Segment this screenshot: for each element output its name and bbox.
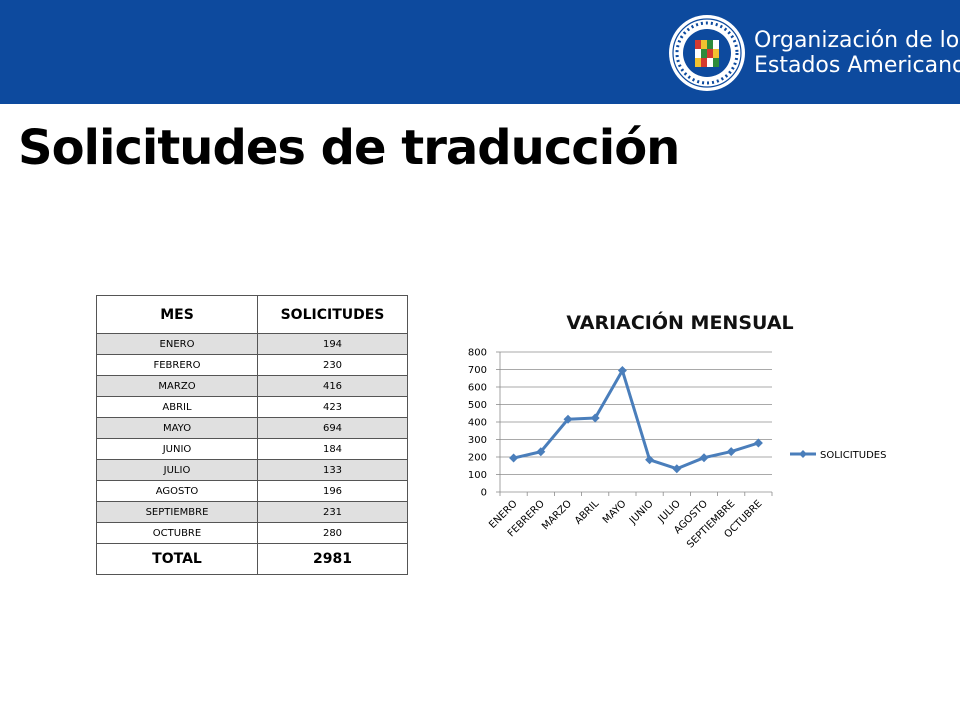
chart-legend: SOLICITUDES	[790, 450, 886, 461]
cell-solicitudes: 194	[257, 333, 408, 355]
y-tick-label: 0	[481, 488, 487, 499]
data-point	[753, 438, 763, 448]
data-point	[509, 453, 519, 463]
table-header-row: MES SOLICITUDES	[96, 295, 408, 334]
data-point	[590, 413, 600, 423]
data-point	[699, 453, 709, 463]
y-tick-label: 400	[468, 418, 487, 429]
table-row: SEPTIEMBRE 231	[96, 501, 408, 523]
header-solicitudes: SOLICITUDES	[257, 295, 408, 334]
header-bar: Organización de los Estados Americanos	[0, 0, 960, 104]
y-tick-label: 500	[468, 400, 487, 411]
y-tick-label: 300	[468, 435, 487, 446]
cell-solicitudes: 230	[257, 354, 408, 376]
legend-marker	[799, 450, 807, 458]
table-total-row: TOTAL 2981	[96, 543, 408, 575]
cell-solicitudes: 231	[257, 501, 408, 523]
y-tick-labels: 0 100 200 300 400 500 600 700 800	[468, 348, 500, 499]
cell-mes: ENERO	[96, 333, 258, 355]
cell-solicitudes: 280	[257, 522, 408, 544]
data-point	[563, 414, 573, 424]
table-row: MAYO 694	[96, 417, 408, 439]
table-row: OCTUBRE 280	[96, 522, 408, 544]
legend-label: SOLICITUDES	[820, 450, 886, 461]
table-row: MARZO 416	[96, 375, 408, 397]
table-row: ABRIL 423	[96, 396, 408, 418]
x-tick-label: ABRIL	[573, 498, 602, 527]
chart-series	[509, 366, 763, 474]
cell-solicitudes: 416	[257, 375, 408, 397]
cell-solicitudes: 133	[257, 459, 408, 481]
table-row: JUNIO 184	[96, 438, 408, 460]
line-chart: VARIACIÓN MENSUAL 0 100 200 300 400 500 600 700…	[468, 310, 887, 551]
org-name-line2: Estados Americanos	[754, 53, 960, 78]
cell-mes: MARZO	[96, 375, 258, 397]
x-tick-label: JUNIO	[627, 498, 656, 527]
chart-title: VARIACIÓN MENSUAL	[566, 310, 793, 334]
y-tick-label: 600	[468, 383, 487, 394]
cell-mes: ABRIL	[96, 396, 258, 418]
cell-solicitudes: 694	[257, 417, 408, 439]
chart-gridlines	[500, 351, 772, 475]
oas-seal-icon	[669, 15, 745, 91]
total-label: TOTAL	[96, 543, 258, 575]
cell-solicitudes: 196	[257, 480, 408, 502]
slide-title: Solicitudes de traducción	[18, 120, 680, 176]
table-row: JULIO 133	[96, 459, 408, 481]
series-line	[513, 369, 759, 471]
cell-mes: OCTUBRE	[96, 522, 258, 544]
data-point	[726, 447, 736, 457]
cell-mes: MAYO	[96, 417, 258, 439]
org-name: Organización de los Estados Americanos	[754, 28, 960, 78]
cell-mes: JUNIO	[96, 438, 258, 460]
table-row: FEBRERO 230	[96, 354, 408, 376]
table-row: ENERO 194	[96, 333, 408, 355]
data-point	[645, 455, 655, 465]
cell-mes: AGOSTO	[96, 480, 258, 502]
requests-table: MES SOLICITUDES ENERO 194 FEBRERO 230 MA…	[96, 295, 408, 575]
header-mes: MES	[96, 295, 258, 334]
x-tick-label: MARZO	[540, 498, 574, 532]
y-tick-label: 700	[468, 365, 487, 376]
x-tick-label: MAYO	[601, 498, 629, 526]
y-tick-label: 800	[468, 348, 487, 359]
cell-mes: JULIO	[96, 459, 258, 481]
data-point	[536, 447, 546, 457]
cell-solicitudes: 184	[257, 438, 408, 460]
cell-solicitudes: 423	[257, 396, 408, 418]
y-tick-label: 100	[468, 470, 487, 481]
org-name-line1: Organización de los	[754, 28, 960, 53]
y-tick-label: 200	[468, 453, 487, 464]
data-point	[617, 366, 627, 376]
cell-mes: SEPTIEMBRE	[96, 501, 258, 523]
data-point	[672, 464, 682, 474]
total-value: 2981	[257, 543, 408, 575]
table-row: AGOSTO 196	[96, 480, 408, 502]
cell-mes: FEBRERO	[96, 354, 258, 376]
